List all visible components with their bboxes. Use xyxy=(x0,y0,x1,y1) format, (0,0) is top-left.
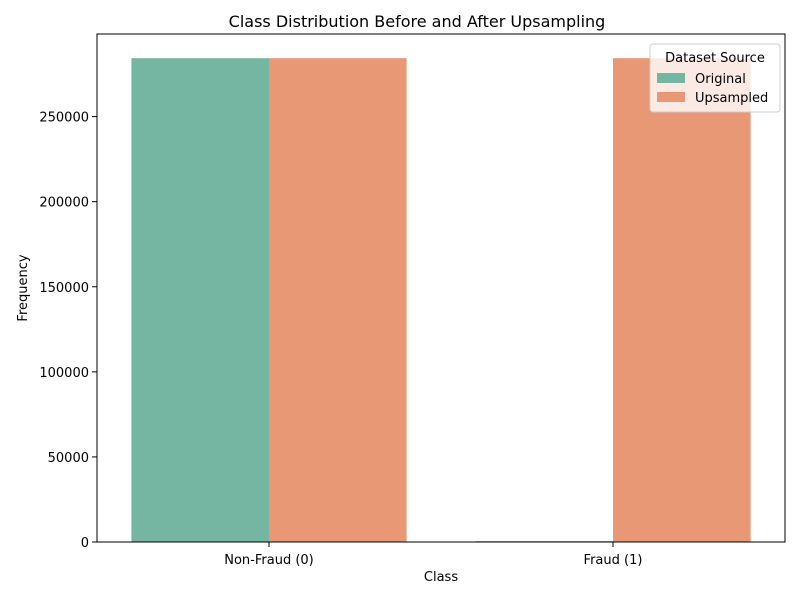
y-tick-label: 200000 xyxy=(39,196,89,211)
bar-original-0 xyxy=(131,58,269,542)
legend-label-original: Original xyxy=(695,72,746,87)
bar-upsampled-1 xyxy=(613,58,751,542)
y-tick-label: 50000 xyxy=(48,451,89,466)
legend-label-upsampled: Upsampled xyxy=(695,91,768,106)
legend: Dataset Source Original Upsampled xyxy=(649,43,781,113)
x-tick-label: Fraud (1) xyxy=(584,553,643,568)
x-axis-title: Class xyxy=(424,570,458,585)
y-axis-title: Frequency xyxy=(16,254,31,321)
bars-group xyxy=(131,58,751,542)
y-tick-label: 0 xyxy=(81,536,89,551)
x-tick-label: Non-Fraud (0) xyxy=(224,553,314,568)
x-axis: Non-Fraud (0) Fraud (1) xyxy=(224,542,642,568)
legend-swatch-original xyxy=(657,73,685,83)
bar-upsampled-0 xyxy=(269,58,407,542)
y-tick-label: 100000 xyxy=(39,366,89,381)
y-tick-label: 150000 xyxy=(39,281,89,296)
chart-title: Class Distribution Before and After Upsa… xyxy=(229,12,606,31)
y-axis: 0 50000 100000 150000 200000 250000 xyxy=(39,111,97,551)
plot-frame xyxy=(96,33,786,543)
legend-title: Dataset Source xyxy=(665,51,765,66)
y-tick-label: 250000 xyxy=(39,111,89,126)
legend-swatch-upsampled xyxy=(657,92,685,102)
